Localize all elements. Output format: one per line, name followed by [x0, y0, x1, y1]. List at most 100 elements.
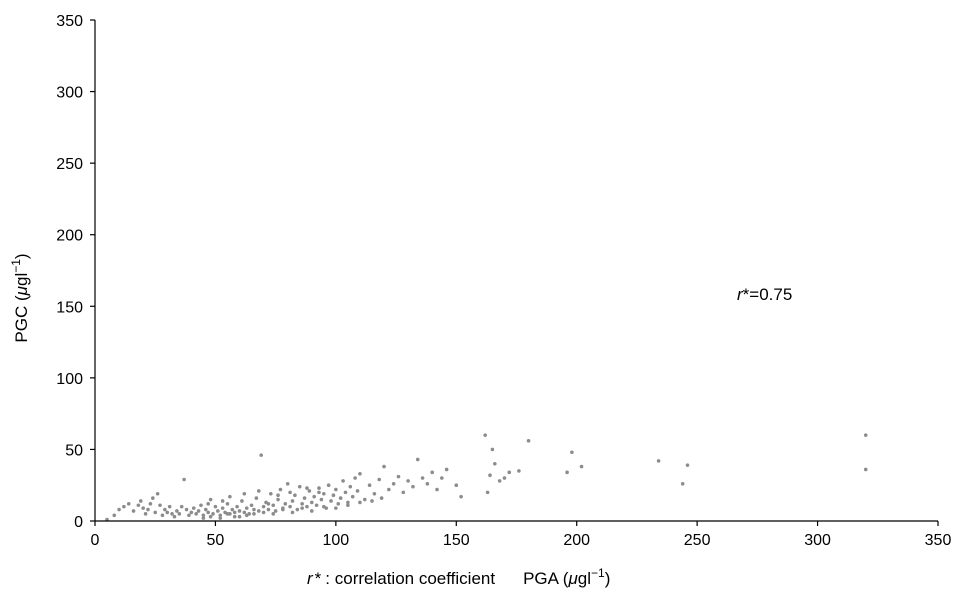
x-tick-label: 300: [804, 532, 831, 549]
data-point: [208, 497, 213, 502]
data-point: [206, 502, 211, 506]
data-point: [355, 489, 360, 493]
data-point: [293, 493, 297, 498]
data-point: [459, 494, 463, 499]
data-point: [863, 467, 868, 472]
data-point: [290, 510, 295, 515]
data-point: [377, 477, 382, 482]
data-point: [172, 514, 177, 519]
data-point: [387, 487, 391, 492]
data-point: [237, 514, 242, 519]
data-point: [290, 499, 295, 503]
data-point: [425, 481, 430, 486]
data-point: [256, 509, 261, 513]
data-point: [184, 507, 189, 512]
data-point: [507, 470, 512, 475]
y-tick-label: 100: [56, 371, 83, 388]
x-tick-label: 50: [207, 532, 225, 549]
data-point: [406, 479, 410, 483]
data-point: [579, 464, 584, 469]
data-point: [266, 507, 271, 512]
data-point: [276, 497, 280, 502]
data-point: [415, 457, 420, 462]
data-point: [117, 507, 121, 512]
data-point: [143, 512, 148, 516]
data-point: [138, 499, 143, 503]
data-point: [232, 510, 237, 515]
data-point: [136, 503, 141, 508]
y-tick-label: 150: [56, 299, 83, 316]
x-tick-label: 350: [925, 532, 952, 549]
data-point: [331, 493, 336, 498]
data-point: [343, 490, 348, 495]
data-point: [350, 494, 355, 499]
data-point: [211, 512, 215, 516]
data-point: [261, 504, 266, 509]
data-point: [122, 504, 126, 509]
data-point: [517, 469, 521, 473]
x-tick-label: 150: [443, 532, 470, 549]
data-point: [201, 516, 206, 520]
data-point: [319, 497, 324, 502]
data-point: [348, 484, 353, 489]
data-point: [266, 502, 271, 506]
x-tick-label: 200: [563, 532, 590, 549]
data-point: [358, 500, 362, 505]
data-point: [170, 512, 174, 516]
data-point: [220, 499, 225, 503]
y-tick-label: 50: [65, 442, 83, 459]
y-axis-ticks: 0 50 100 150 200 250 300 350: [56, 13, 95, 531]
data-point: [338, 496, 343, 500]
data-point: [276, 493, 280, 498]
data-point: [182, 477, 186, 482]
data-point: [656, 459, 661, 463]
data-point: [309, 500, 314, 505]
data-points: [105, 433, 868, 522]
data-point: [358, 471, 362, 476]
data-point: [420, 476, 425, 480]
data-point: [160, 513, 165, 518]
x-tick-label: 0: [91, 532, 100, 549]
data-point: [237, 509, 242, 513]
data-point: [126, 502, 131, 506]
data-point: [370, 499, 374, 503]
data-point: [322, 492, 326, 496]
y-axis-title: PGC (μgl−1): [9, 253, 31, 342]
y-tick-label: 350: [56, 13, 83, 30]
data-point: [485, 490, 490, 495]
data-point: [444, 467, 449, 472]
data-point: [565, 470, 569, 475]
data-point: [199, 503, 203, 508]
data-point: [206, 510, 211, 515]
data-point: [254, 496, 259, 500]
data-point: [252, 507, 256, 512]
data-point: [341, 479, 345, 483]
data-point: [271, 512, 276, 516]
data-point: [372, 492, 377, 496]
data-point: [228, 494, 232, 499]
data-point: [216, 509, 220, 513]
y-tick-label: 250: [56, 156, 83, 173]
data-point: [570, 450, 574, 455]
data-point: [194, 512, 198, 516]
data-point: [189, 510, 194, 515]
data-point: [201, 513, 206, 518]
x-tick-label: 250: [684, 532, 711, 549]
data-point: [440, 476, 444, 480]
data-point: [454, 483, 459, 488]
data-point: [151, 496, 155, 500]
data-point: [225, 502, 230, 506]
data-point: [379, 496, 384, 500]
data-point: [112, 513, 117, 518]
data-point: [307, 489, 312, 493]
data-point: [483, 433, 487, 437]
data-point: [278, 487, 283, 492]
y-tick-label: 0: [74, 514, 83, 531]
data-point: [187, 513, 191, 518]
data-point: [297, 484, 302, 489]
data-point: [411, 484, 415, 489]
x-axis-ticks: 0 50 100 150 200 250 300 350: [91, 521, 952, 549]
data-point: [326, 483, 331, 488]
data-point: [153, 510, 158, 515]
